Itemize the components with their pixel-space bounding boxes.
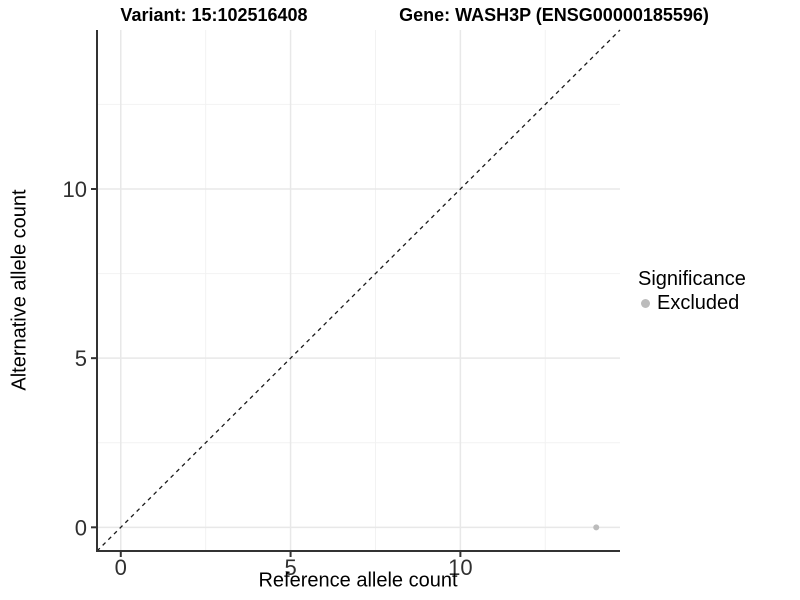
legend-item-excluded: Excluded [638,292,746,314]
x-tick-label: 10 [448,555,472,580]
y-tick-label: 5 [75,346,87,371]
plot-title-gene: Gene: WASH3P (ENSG00000185596) [399,5,709,25]
excluded-point-icon [641,298,650,308]
x-tick-label: 5 [284,555,296,580]
y-tick-label: 0 [75,515,87,540]
legend-title: Significance [638,268,746,290]
data-point [593,524,600,531]
x-axis-title: Reference allele count [258,569,458,592]
plot-title-variant: Variant: 15:102516408 [120,5,308,25]
x-tick-label: 0 [115,555,127,580]
legend: Significance Excluded [638,268,746,314]
y-tick-label: 10 [63,177,87,202]
y-axis-title: Alternative allele count [8,189,31,391]
identity-line [96,29,621,552]
legend-item-label: Excluded [657,291,740,314]
